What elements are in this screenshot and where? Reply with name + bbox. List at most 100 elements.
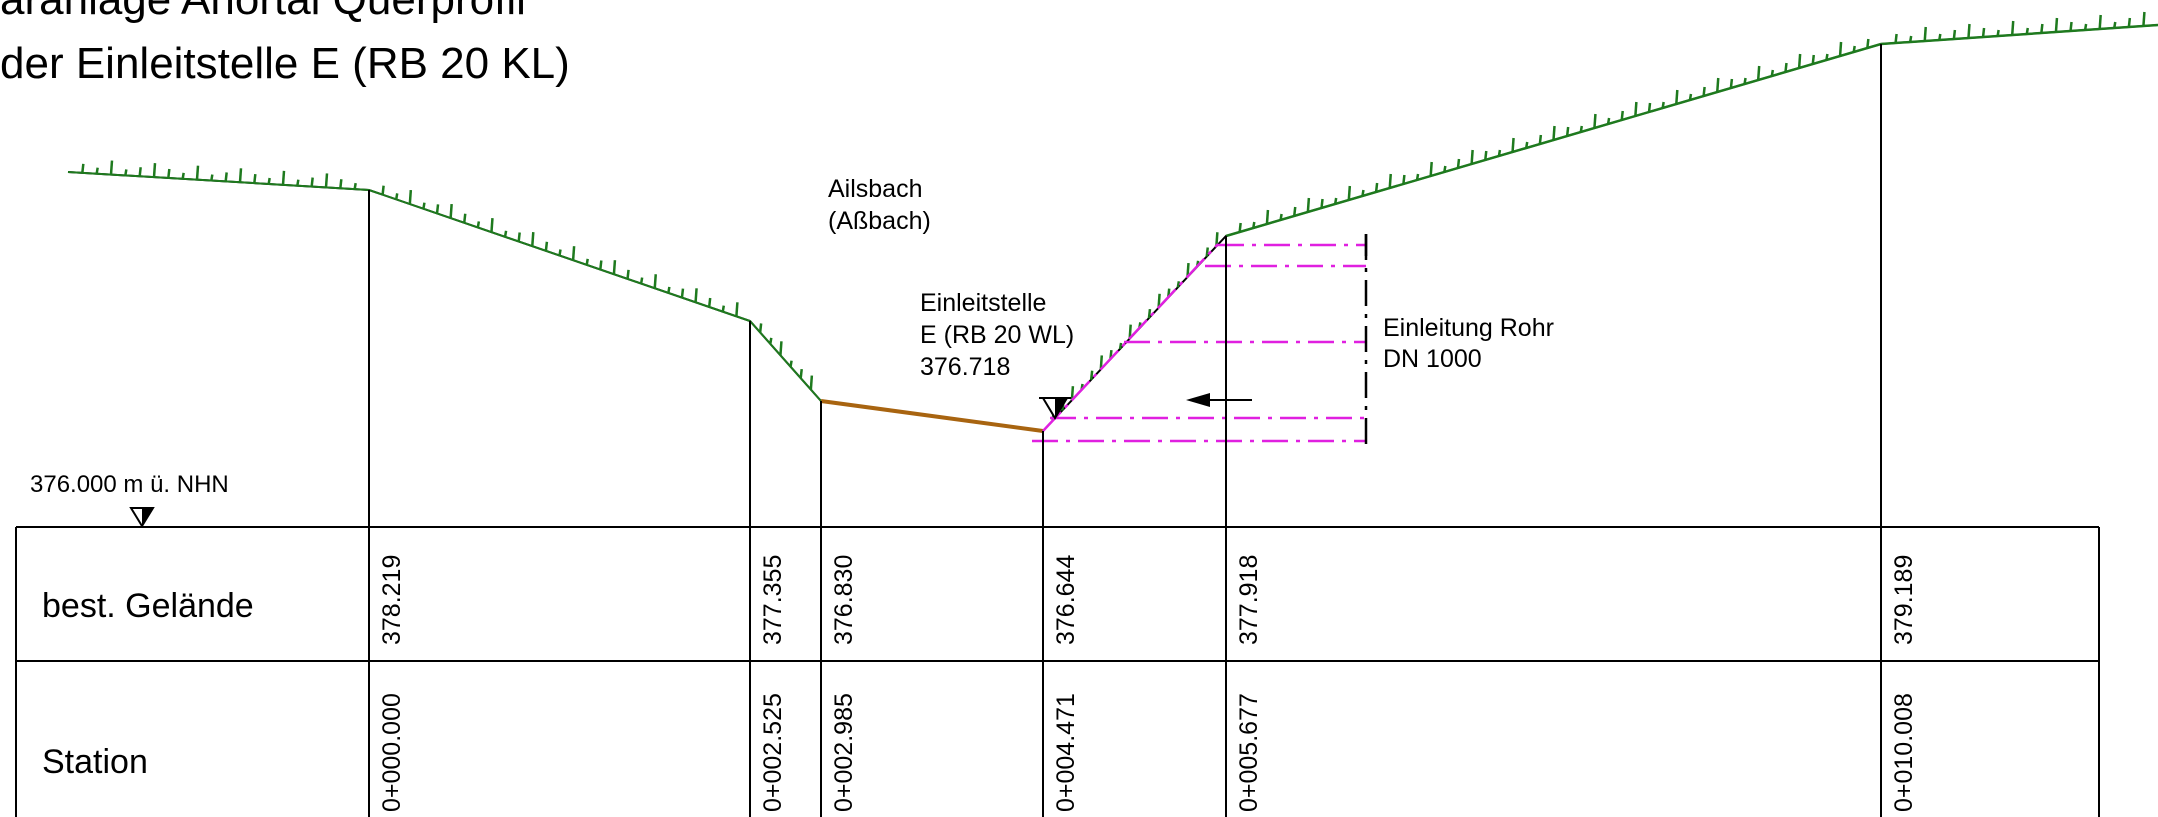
grass-tick (1402, 174, 1406, 185)
title-line-2: der Einleitstelle E (RB 20 KL) (0, 39, 570, 88)
grass-tick (1205, 247, 1209, 257)
grass-tick (1265, 209, 1270, 225)
inlet-designation-label: E (RB 20 WL) (920, 321, 1074, 349)
grass-tick (1661, 101, 1665, 109)
pipe-outline (1032, 243, 1366, 443)
grass-tick (408, 189, 413, 205)
title-line-1: aranlage Anortal Querprofil (0, 0, 526, 24)
grass-tick (1147, 308, 1152, 319)
grass-tick (1996, 29, 2000, 37)
grass-tick (2142, 11, 2146, 27)
terrain-profile-left (67, 171, 822, 402)
grass-tick (449, 203, 453, 219)
grass-tick (1866, 38, 1870, 49)
grass-tick (680, 288, 685, 298)
grass-tick (224, 172, 228, 182)
terrain-grass-left (67, 171, 822, 402)
grass-tick (1524, 141, 1529, 149)
grass-tick (1552, 125, 1556, 141)
grass-tick (1952, 29, 1957, 40)
grass-tick (503, 230, 508, 237)
grass-tick (1756, 65, 1761, 81)
grass-tick (809, 375, 814, 390)
grass-tick (1784, 62, 1788, 73)
grass-tick (1511, 137, 1515, 153)
grass-tick (571, 246, 576, 261)
water-level-marker-icon (1039, 397, 1071, 420)
grass-tick (394, 193, 399, 200)
grass-tick (1443, 165, 1447, 173)
stream-alt-name-label: (Aßbach) (828, 207, 931, 235)
grass-tick (694, 288, 698, 303)
grass-tick (463, 213, 467, 223)
grass-tick (707, 297, 712, 308)
grass-tick (1770, 69, 1775, 77)
grass-tick (381, 185, 385, 195)
grass-tick (799, 369, 803, 379)
grass-tick (435, 204, 440, 214)
grass-tick (281, 170, 286, 185)
grass-tick (310, 177, 314, 187)
grass-tick (1070, 386, 1075, 401)
grass-tick (490, 218, 494, 233)
grass-hatching (81, 11, 2146, 421)
grass-tick (1128, 324, 1132, 339)
grass-tick (558, 249, 562, 256)
grass-tick (1118, 342, 1123, 350)
grass-tick (422, 202, 426, 209)
grass-tick (167, 168, 171, 179)
grass-tick (1634, 101, 1638, 117)
station-value: 0+002.985 (830, 693, 858, 812)
grass-tick (324, 173, 329, 188)
grass-tick (1908, 35, 1913, 43)
grass-tick (1388, 173, 1392, 189)
grass-tick (353, 182, 357, 190)
grass-tick (1176, 281, 1181, 288)
grass-tick (1579, 125, 1584, 133)
terrain-grass-right (1225, 23, 2158, 238)
station-value: 0+002.525 (759, 693, 787, 812)
elevation-value: 376.830 (830, 555, 858, 645)
grass-tick (626, 269, 630, 280)
grass-tick (1497, 149, 1502, 157)
grass-tick (1429, 161, 1433, 177)
grass-tick (639, 277, 644, 284)
grass-tick (1716, 77, 1720, 93)
grass-tick (1374, 182, 1379, 193)
grass-tick (1675, 89, 1679, 105)
grass-tick (1981, 27, 1986, 38)
grass-tick (1923, 26, 1927, 42)
grass-tick (1838, 41, 1843, 57)
grass-tick (1894, 33, 1898, 44)
grass-tick (612, 260, 617, 275)
grass-tick (1252, 221, 1256, 229)
grass-tick (95, 167, 99, 174)
station-lines (368, 44, 1882, 817)
row-label-elevation: best. Gelände (42, 587, 254, 625)
grass-tick (181, 172, 185, 180)
grass-tick (2040, 23, 2044, 34)
row-label-station: Station (42, 743, 148, 781)
grass-tick (1620, 110, 1624, 121)
grass-tick (1333, 197, 1338, 205)
station-value: 0+004.471 (1052, 693, 1080, 812)
data-table-frame (15, 526, 2100, 817)
grass-tick (267, 177, 271, 185)
grass-tick (599, 260, 603, 270)
grass-tick (2098, 14, 2102, 30)
grass-tick (1688, 93, 1693, 101)
grass-tick (653, 274, 657, 289)
station-value: 0+000.000 (378, 693, 406, 812)
elevation-value: 377.355 (759, 555, 787, 645)
station-value: 0+010.008 (1890, 693, 1918, 812)
pipe-label-line-1: Einleitung Rohr (1383, 314, 1554, 342)
grass-tick (1647, 102, 1652, 113)
grass-tick (531, 232, 535, 247)
grass-tick (789, 360, 793, 367)
grass-tick (1292, 206, 1297, 217)
grass-tick (138, 167, 142, 177)
grass-tick (210, 174, 214, 181)
grass-tick (1361, 189, 1365, 197)
grass-tick (1099, 355, 1104, 370)
